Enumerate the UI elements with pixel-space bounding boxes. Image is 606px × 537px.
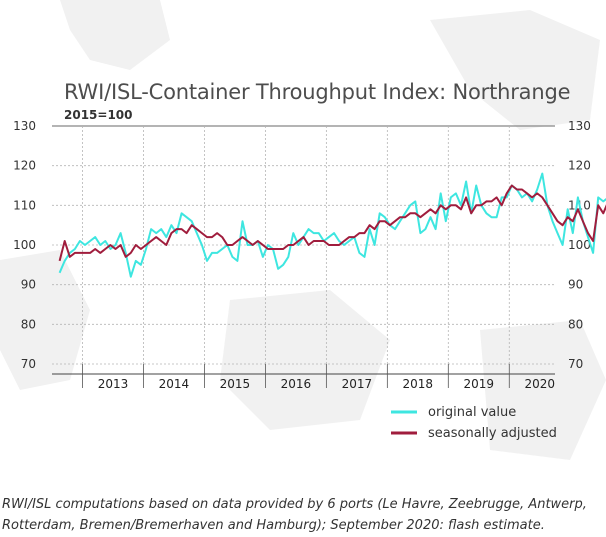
y-tick-label-right: 70	[568, 357, 583, 371]
y-tick-label-right: 120	[568, 159, 591, 173]
plot-frame	[52, 125, 555, 375]
y-tick-label-right: 130	[568, 119, 591, 133]
x-tick-label: 2013	[98, 377, 129, 391]
chart-title: RWI/ISL-Container Throughput Index: Nort…	[64, 80, 571, 104]
y-tick-label-left: 110	[13, 198, 36, 212]
x-tick-label: 2017	[342, 377, 373, 391]
y-tick-label-right: 90	[568, 278, 583, 292]
series-line-original-value	[58, 172, 606, 278]
x-axis: 2013 2014 2015 2016 2017 2018 2019 2020	[98, 377, 555, 391]
x-tick-label: 2020	[524, 377, 555, 391]
y-tick-label-left: 90	[21, 278, 36, 292]
y-tick-label-right: 100	[568, 238, 591, 252]
year-dividers	[82, 126, 510, 388]
y-axis-left: 70 80 90 100 110 120 130	[13, 119, 36, 371]
legend: original value seasonally adjusted	[391, 405, 557, 441]
footnote: RWI/ISL computations based on data provi…	[2, 497, 587, 533]
x-tick-label: 2018	[403, 377, 434, 391]
series-line-seasonally-adjusted	[58, 184, 606, 262]
chart-subtitle: 2015=100	[64, 108, 133, 122]
y-tick-label-right: 80	[568, 317, 583, 331]
x-tick-label: 2014	[159, 377, 190, 391]
y-tick-label-left: 80	[21, 317, 36, 331]
x-tick-label: 2015	[220, 377, 251, 391]
legend-label: original value	[428, 405, 516, 420]
y-tick-label-left: 70	[21, 357, 36, 371]
x-tick-label: 2019	[464, 377, 495, 391]
background-map	[0, 0, 606, 460]
x-tick-label: 2016	[281, 377, 312, 391]
series-layer	[58, 172, 606, 278]
y-tick-label-left: 130	[13, 119, 36, 133]
y-tick-label-left: 100	[13, 238, 36, 252]
legend-label: seasonally adjusted	[428, 426, 557, 441]
y-tick-label-left: 120	[13, 159, 36, 173]
